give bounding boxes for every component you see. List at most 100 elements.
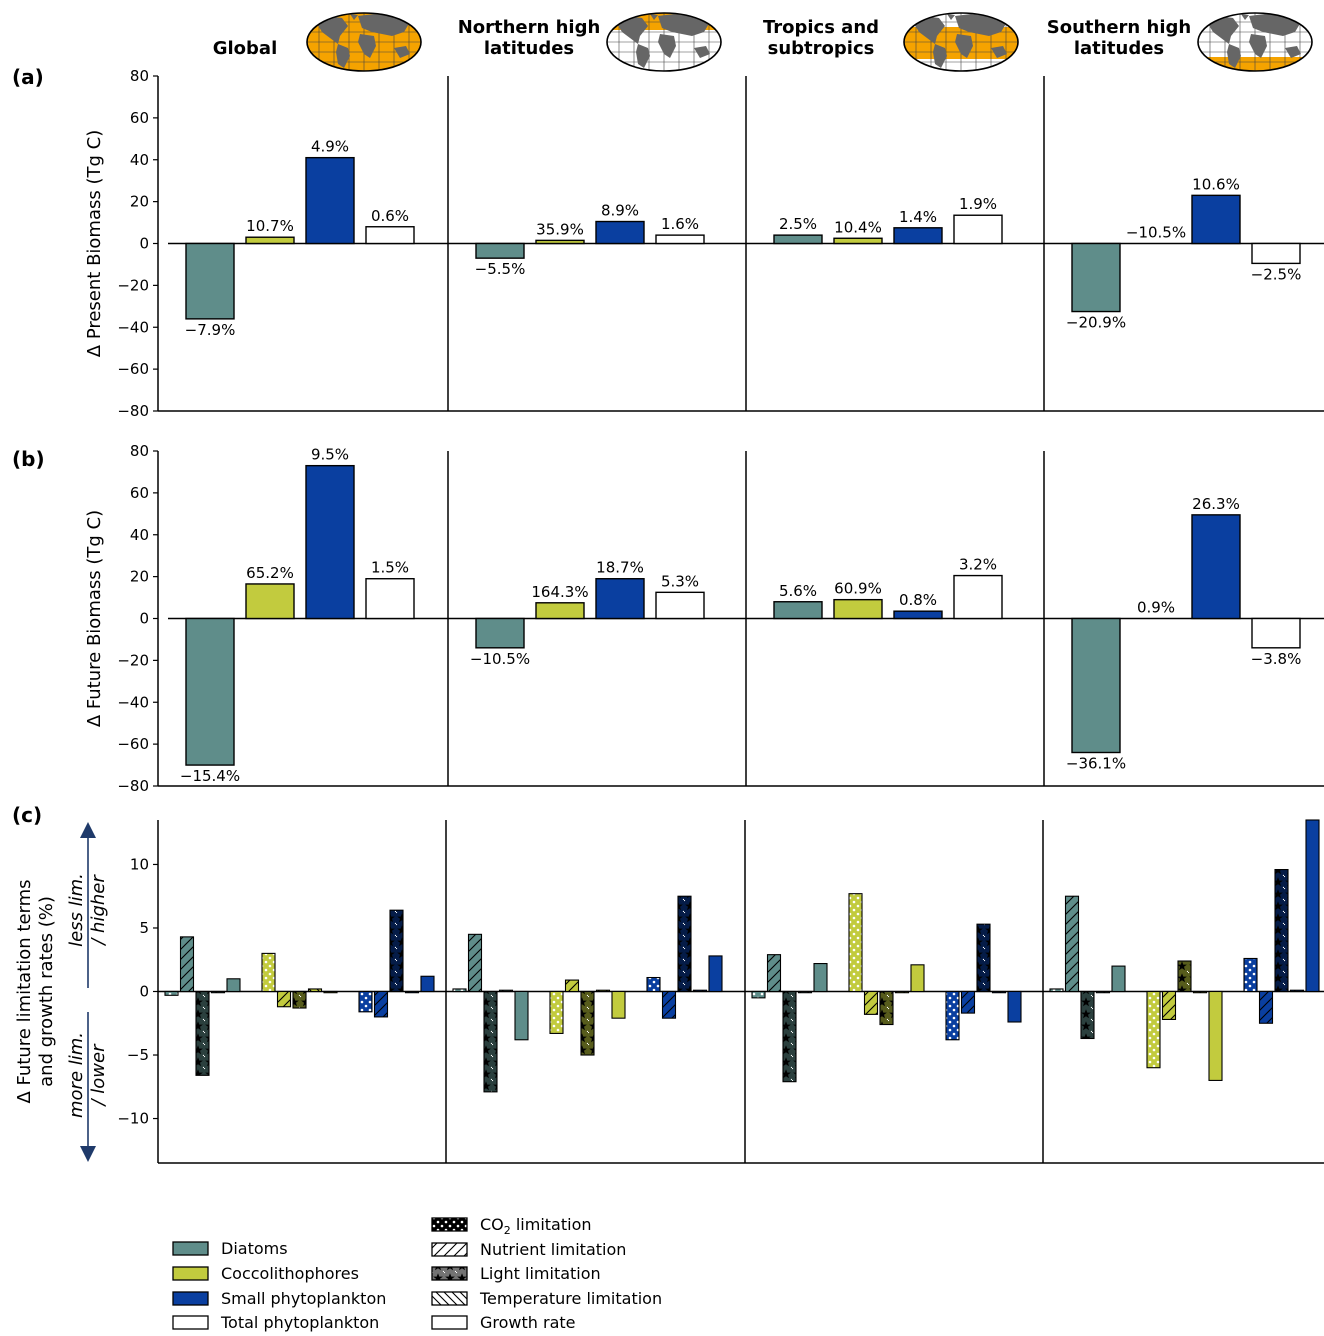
y-axis-label: and growth rates (%) bbox=[36, 896, 57, 1087]
bar bbox=[910, 964, 925, 993]
legend-swatch bbox=[431, 1242, 468, 1257]
bar bbox=[1274, 868, 1289, 993]
bar bbox=[483, 990, 498, 1093]
bar-label: −20.9% bbox=[1066, 314, 1126, 332]
legend-swatch bbox=[172, 1315, 209, 1330]
bar bbox=[535, 602, 585, 620]
bar-label: −7.9% bbox=[185, 321, 236, 339]
bar bbox=[1071, 617, 1121, 754]
bar bbox=[595, 578, 645, 620]
bar bbox=[833, 237, 883, 245]
bar bbox=[535, 239, 585, 245]
bar-label: −2.5% bbox=[1251, 265, 1302, 283]
bar bbox=[185, 242, 235, 320]
bar-label: 0.8% bbox=[899, 591, 937, 609]
legend-label: Temperature limitation bbox=[479, 1289, 662, 1308]
bar-label: −10.5% bbox=[1126, 224, 1186, 242]
legend-label: Nutrient limitation bbox=[480, 1240, 626, 1259]
bar bbox=[365, 578, 415, 620]
bar-label: 3.2% bbox=[959, 556, 997, 574]
bar bbox=[1191, 194, 1241, 245]
bar bbox=[1191, 514, 1241, 620]
map-outline bbox=[306, 12, 422, 72]
bar bbox=[358, 990, 373, 1013]
legend-label: Light limitation bbox=[480, 1264, 601, 1283]
region-map-icon bbox=[606, 12, 722, 72]
bar bbox=[848, 893, 863, 993]
bar bbox=[611, 990, 626, 1019]
bar-label: 65.2% bbox=[246, 564, 294, 582]
y-tick-label: −20 bbox=[117, 276, 149, 294]
bar bbox=[773, 601, 823, 620]
bar bbox=[708, 955, 723, 993]
y-tick-label: 0 bbox=[139, 235, 149, 253]
bar bbox=[646, 976, 661, 993]
legend-swatch bbox=[172, 1291, 209, 1306]
bar bbox=[1305, 819, 1320, 993]
legend-item: CO2 limitation bbox=[431, 1215, 592, 1237]
y-tick-label: −20 bbox=[117, 651, 149, 669]
bar bbox=[261, 952, 276, 993]
legend-item: Diatoms bbox=[172, 1239, 288, 1258]
legend-item: Coccolithophores bbox=[172, 1264, 359, 1283]
legend-item: Small phytoplankton bbox=[172, 1289, 386, 1308]
y-tick-label: 0 bbox=[139, 610, 149, 628]
y-tick-label: 20 bbox=[130, 193, 149, 211]
bar bbox=[1177, 960, 1192, 993]
legend-swatch bbox=[172, 1241, 209, 1256]
legend-swatch bbox=[431, 1266, 468, 1281]
y-tick-label: 10 bbox=[130, 855, 149, 873]
bar bbox=[1161, 990, 1177, 1020]
bar-label: 8.9% bbox=[601, 202, 639, 220]
bar bbox=[953, 214, 1003, 245]
y-tick-label: 40 bbox=[130, 526, 149, 544]
legend-item: Nutrient limitation bbox=[431, 1240, 626, 1259]
legend-item: Total phytoplankton bbox=[172, 1313, 379, 1332]
y-tick-label: 60 bbox=[130, 109, 149, 127]
region-title-line: Global bbox=[213, 38, 278, 59]
arrow-up-label: less lim. bbox=[66, 873, 87, 947]
region-title-line: Northern high bbox=[458, 17, 601, 38]
bar bbox=[420, 975, 435, 993]
legend-label: Coccolithophores bbox=[221, 1264, 359, 1283]
bar bbox=[655, 591, 705, 620]
bar bbox=[498, 989, 514, 993]
arrow-down-label: more lim. bbox=[66, 1032, 87, 1118]
panel-b: (b) −80 −60 −40 −20 0 20 40 60 80 Δ Future Biomass… bbox=[12, 442, 1324, 795]
bar bbox=[245, 583, 295, 620]
y-tick-label: 20 bbox=[130, 568, 149, 586]
bar bbox=[661, 990, 677, 1019]
map-outline bbox=[903, 12, 1019, 72]
bar bbox=[1258, 990, 1274, 1024]
bar bbox=[863, 990, 879, 1015]
y-tick-label: 5 bbox=[139, 919, 149, 937]
y-tick-label: 40 bbox=[130, 151, 149, 169]
chart-panels: (a) −80 −60 −40 −20 0 20 40 60 80 Δ Present Biomas… bbox=[12, 65, 1324, 1164]
legend-swatch bbox=[431, 1217, 468, 1232]
y-tick-label: 60 bbox=[130, 484, 149, 502]
bar bbox=[549, 990, 564, 1034]
legend-swatch bbox=[431, 1315, 468, 1330]
bar bbox=[797, 990, 813, 994]
bar bbox=[766, 954, 782, 993]
bar bbox=[894, 990, 910, 994]
bar-label: 5.3% bbox=[661, 572, 699, 590]
arrow-down-label: / lower bbox=[88, 1043, 109, 1108]
region-map-icon bbox=[1197, 12, 1313, 72]
bar bbox=[475, 242, 525, 259]
bar-label: −36.1% bbox=[1066, 755, 1126, 773]
bar bbox=[893, 227, 943, 245]
legend-label: CO2 limitation bbox=[480, 1215, 592, 1237]
bar-label: 5.6% bbox=[779, 582, 817, 600]
bar bbox=[305, 464, 355, 620]
bar-label: 60.9% bbox=[834, 580, 882, 598]
bar bbox=[655, 234, 705, 245]
bar bbox=[595, 220, 645, 245]
bar bbox=[292, 990, 307, 1009]
y-tick-label: −40 bbox=[117, 318, 149, 336]
bar bbox=[245, 236, 295, 245]
legend-label: Small phytoplankton bbox=[221, 1289, 386, 1308]
region-title-line: latitudes bbox=[484, 38, 574, 59]
y-tick-label: −5 bbox=[127, 1046, 149, 1064]
bar bbox=[1071, 242, 1121, 313]
